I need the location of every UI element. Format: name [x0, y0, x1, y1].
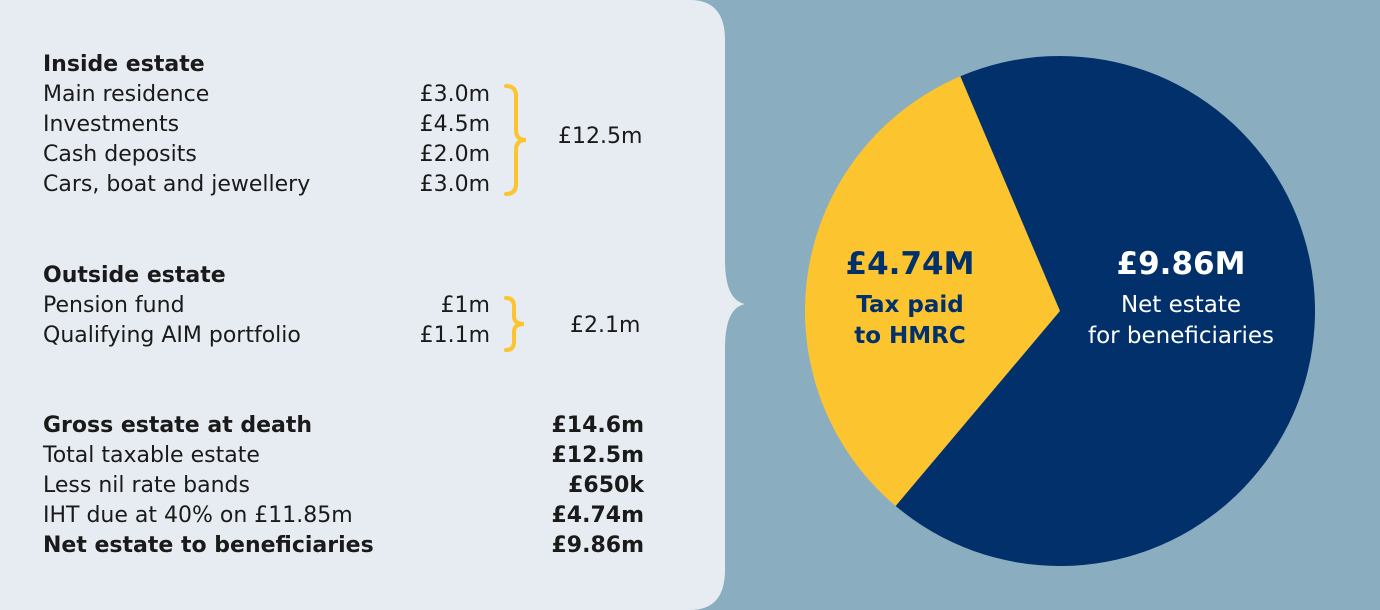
inside-estate-total: £12.5m	[558, 124, 643, 149]
pie-slice-label: Net estate	[1121, 292, 1241, 318]
inside-item-value: £4.5m	[419, 112, 490, 137]
inside-item-value: £2.0m	[419, 142, 490, 167]
inside-item-label: Cash deposits	[43, 142, 197, 167]
inside-estate-brace	[504, 84, 527, 196]
left-panel-shape	[0, 0, 745, 610]
outside-estate-heading: Outside estate	[43, 263, 226, 288]
inside-item-value: £3.0m	[419, 172, 490, 197]
pie-value-label: £9.86M	[1117, 246, 1246, 282]
summary-value: £12.5m	[551, 443, 644, 468]
outside-item-value: £1m	[440, 293, 490, 318]
inside-item-label: Cars, boat and jewellery	[43, 172, 311, 197]
outside-item-value: £1.1m	[419, 323, 490, 348]
summary-label: Gross estate at death	[43, 413, 313, 438]
summary-value: £14.6m	[551, 413, 644, 438]
outside-estate-brace	[504, 296, 525, 352]
summary-label: Total taxable estate	[43, 443, 260, 468]
summary-value: £4.74m	[551, 503, 644, 528]
inside-item-label: Investments	[43, 112, 180, 137]
inside-item-label: Main residence	[43, 82, 210, 107]
pie-slice-net	[895, 56, 1315, 566]
pie-slice-label: to HMRC	[854, 323, 966, 349]
pie-value-label: £4.74M	[846, 246, 975, 282]
summary-label: Less nil rate bands	[43, 473, 250, 498]
outside-estate-total: £2.1m	[570, 313, 641, 338]
outside-item-label: Pension fund	[43, 293, 185, 318]
outside-item-label: Qualifying AIM portfolio	[43, 323, 301, 348]
pie-slice-label: Tax paid	[856, 292, 963, 318]
inside-estate-heading: Inside estate	[43, 52, 205, 77]
summary-label: Net estate to beneficiaries	[43, 533, 374, 558]
summary-value: £650k	[568, 473, 644, 498]
summary-value: £9.86m	[551, 533, 644, 558]
pie-slice-label: for beneficiaries	[1088, 323, 1274, 349]
summary-label: IHT due at 40% on £11.85m	[43, 503, 353, 528]
inside-item-value: £3.0m	[419, 82, 490, 107]
pie-slice-tax	[804, 76, 1060, 506]
